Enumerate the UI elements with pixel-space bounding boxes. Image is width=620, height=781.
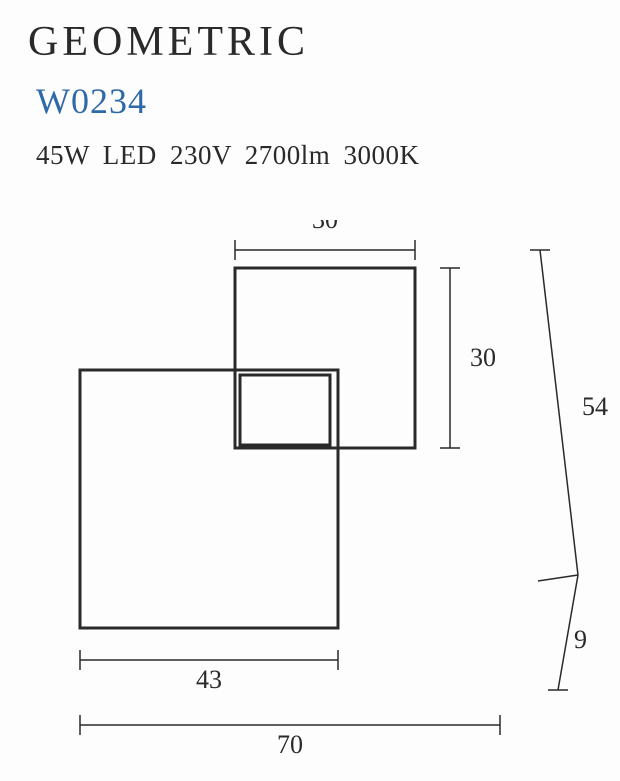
dim-label-mid: 43 [196,665,222,694]
dim-label-9: 9 [574,625,587,654]
dim-label-bottom: 70 [277,730,303,759]
frame-inner [240,375,330,445]
dimension-diagram: 30 30 43 70 54 9 [0,220,620,781]
dim-lines [80,240,578,735]
model-number: W0234 [36,80,147,122]
frame-group [80,268,415,628]
dim-label-inner-right: 30 [470,343,496,372]
product-title: GEOMETRIC [28,18,309,66]
frame-bottom-left [80,370,338,628]
frame-top-right [235,268,415,448]
dim-label-54: 54 [582,392,608,421]
dim-label-top: 30 [312,220,338,234]
spec-line: 45W LED 230V 2700lm 3000K [36,140,420,171]
